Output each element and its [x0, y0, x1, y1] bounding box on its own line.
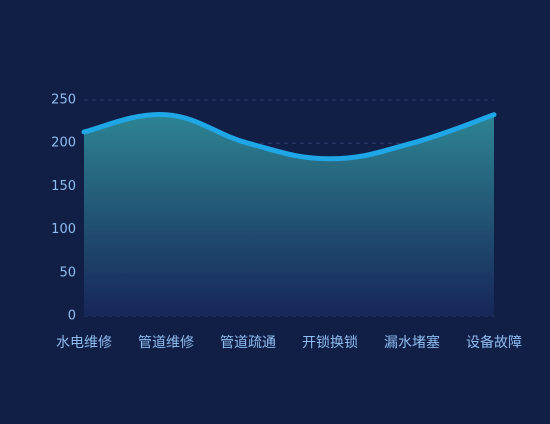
y-tick-label: 0 [68, 309, 76, 324]
area [84, 114, 494, 317]
y-tick-label: 50 [59, 265, 76, 280]
y-tick-label: 100 [51, 222, 76, 237]
y-tick-label: 200 [51, 136, 76, 151]
x-tick-label: 漏水堵塞 [384, 334, 440, 351]
x-tick-label: 水电维修 [56, 335, 112, 351]
line [81, 112, 497, 162]
y-tick-label: 150 [51, 179, 76, 194]
y-tick-label: 250 [51, 93, 76, 108]
x-tick-label: 管道维修 [138, 335, 194, 351]
x-tick-label: 设备故障 [466, 334, 522, 351]
x-tick-label: 开锁换锁 [302, 334, 358, 351]
x-tick-label: 管道疏通 [220, 335, 276, 351]
